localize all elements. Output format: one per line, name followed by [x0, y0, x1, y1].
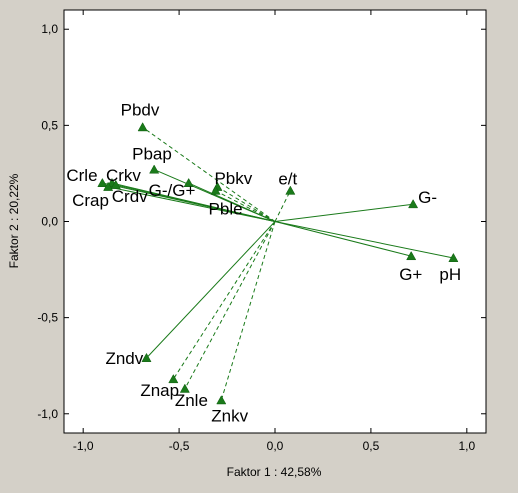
y-tick-label: -1,0	[37, 407, 58, 421]
point-label-g-g: G-/G+	[149, 181, 196, 200]
point-marker-g	[408, 199, 419, 209]
point-label-crkv: Crkv	[106, 166, 141, 185]
vector-znkv	[220, 221, 276, 401]
vector-crap	[108, 186, 276, 222]
y-tick-label: 0,5	[41, 118, 58, 132]
point-labels-layer: Pbdv Pbap Crle Crkv Crap Crdv G-/G+ Pbkv Pble e/t…	[66, 100, 461, 425]
x-tick-label: 0,0	[267, 439, 284, 453]
point-label-zndv: Zndv	[105, 349, 143, 368]
y-tick-label: 1,0	[41, 22, 58, 36]
point-marker-crle	[97, 177, 108, 187]
point-label-znle: Znle	[175, 391, 208, 410]
vector-zndv	[146, 221, 276, 359]
point-marker-pble	[210, 185, 221, 195]
point-marker-znap	[168, 374, 179, 384]
point-label-znap: Znap	[140, 381, 179, 400]
point-marker-pbap	[149, 164, 160, 174]
vectors-layer	[102, 126, 454, 401]
point-label-g: G+	[399, 265, 422, 284]
point-label-znkv: Znkv	[211, 406, 248, 425]
point-label-ph: pH	[439, 265, 461, 284]
point-label-g: G-	[418, 188, 437, 207]
point-marker-znle	[179, 383, 190, 393]
point-label-pbap: Pbap	[132, 145, 172, 164]
vector-ph	[274, 221, 454, 259]
vector-znap	[172, 221, 276, 380]
vector-crdv	[115, 184, 276, 222]
point-marker-crap	[103, 181, 114, 191]
vector-pbdv	[142, 126, 276, 222]
point-label-crdv: Crdv	[112, 187, 148, 206]
point-marker-e-t	[285, 185, 296, 195]
point-marker-g-g	[183, 177, 194, 187]
y-tick-label: -0,5	[37, 311, 58, 325]
x-tick-label: 0,5	[363, 439, 380, 453]
markers-layer	[97, 122, 459, 405]
point-marker-g	[406, 250, 417, 261]
vector-e-t	[274, 190, 291, 222]
vector-g	[274, 203, 414, 222]
y-tick-label: 0,0	[41, 215, 58, 229]
vector-znle	[184, 221, 276, 390]
x-tick-label: 1,0	[458, 439, 475, 453]
vector-g	[274, 221, 412, 257]
x-tick-label: -0,5	[169, 439, 190, 453]
point-label-pble: Pble	[209, 200, 243, 219]
vector-g-g	[188, 182, 276, 222]
point-marker-zndv	[141, 352, 152, 362]
point-marker-ph	[448, 252, 459, 262]
point-label-crle: Crle	[66, 166, 97, 185]
point-marker-znkv	[216, 395, 227, 405]
point-label-e-t: e/t	[278, 170, 297, 189]
axis-ticks-layer: -1,0 -0,5 0,0 0,5 1,0 -1,0 -0,5 0,0 0,5 1,0	[37, 10, 486, 453]
point-marker-pbdv	[137, 122, 148, 132]
point-label-crap: Crap	[72, 191, 109, 210]
point-label-pbkv: Pbkv	[214, 169, 252, 188]
x-tick-label: -1,0	[73, 439, 94, 453]
x-axis-title: Faktor 1 : 42,58%	[227, 465, 322, 479]
point-marker-crdv	[110, 179, 121, 189]
y-axis-title: Faktor 2 : 20,22%	[7, 173, 21, 268]
point-label-pbdv: Pbdv	[121, 100, 160, 119]
